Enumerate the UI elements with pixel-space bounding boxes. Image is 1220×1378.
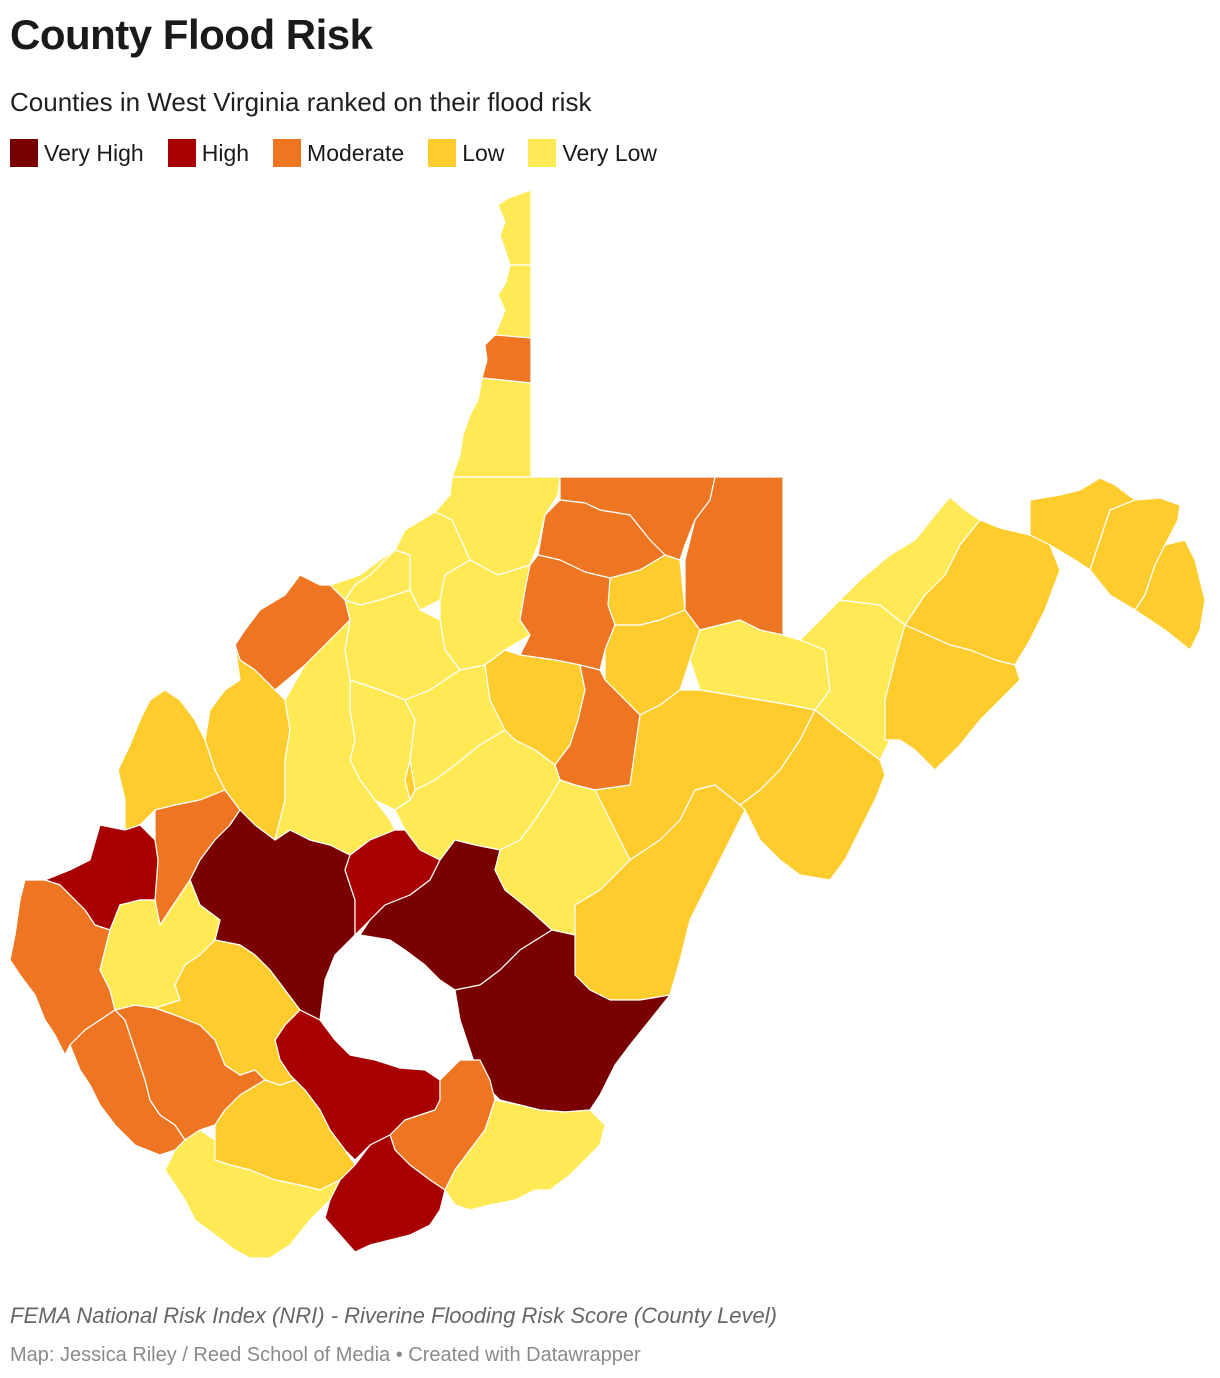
county-shape[interactable]: [274, 619, 396, 856]
source-notes: FEMA National Risk Index (NRI) - Riverin…: [10, 1303, 777, 1328]
county-shape[interactable]: [884, 624, 1021, 771]
legend-label-very-low: Very Low: [562, 140, 658, 166]
county-shape[interactable]: [444, 1099, 606, 1211]
chart-header: County Flood Risk Counties in West Virgi…: [10, 8, 1210, 167]
legend-swatch-very-low: [528, 139, 557, 167]
chart-footer: FEMA National Risk Index (NRI) - Riverin…: [10, 1300, 1210, 1370]
legend-swatch-low: [428, 139, 457, 167]
byline: Map: Jessica Riley / Reed School of Medi…: [10, 1344, 641, 1366]
legend-item-high: High: [167, 139, 250, 167]
county-shape[interactable]: [1134, 539, 1206, 651]
legend-swatch-high: [167, 139, 196, 167]
chart-subtitle: Counties in West Virginia ranked on thei…: [10, 87, 592, 117]
county-shape[interactable]: [324, 1134, 446, 1253]
county-shape[interactable]: [404, 759, 416, 801]
county-shape[interactable]: [154, 939, 301, 1086]
legend-label-high: High: [201, 140, 250, 166]
county-shape[interactable]: [451, 377, 532, 478]
county-shape[interactable]: [494, 779, 631, 936]
legend-item-very-high: Very High: [10, 139, 144, 167]
county-shape[interactable]: [494, 264, 532, 339]
legend-label-low: Low: [462, 140, 505, 166]
legend-swatch-moderate: [273, 139, 302, 167]
county-shape[interactable]: [739, 709, 886, 881]
legend-item-very-low: Very Low: [528, 139, 657, 167]
county-shape[interactable]: [497, 189, 532, 266]
chart-title: County Flood Risk: [10, 11, 373, 58]
legend-item-moderate: Moderate: [273, 139, 404, 167]
county-shape[interactable]: [329, 549, 396, 601]
legend-swatch-very-high: [10, 139, 38, 167]
county-shape[interactable]: [481, 334, 532, 384]
legend-item-low: Low: [428, 139, 504, 167]
map-area: [0, 180, 1220, 1280]
west-virginia-county-map: [9, 189, 1206, 1259]
legend-label-very-high: Very High: [44, 140, 144, 166]
legend-label-moderate: Moderate: [307, 140, 405, 166]
legend: Very High High Moderate Low Very Low: [10, 139, 1210, 167]
